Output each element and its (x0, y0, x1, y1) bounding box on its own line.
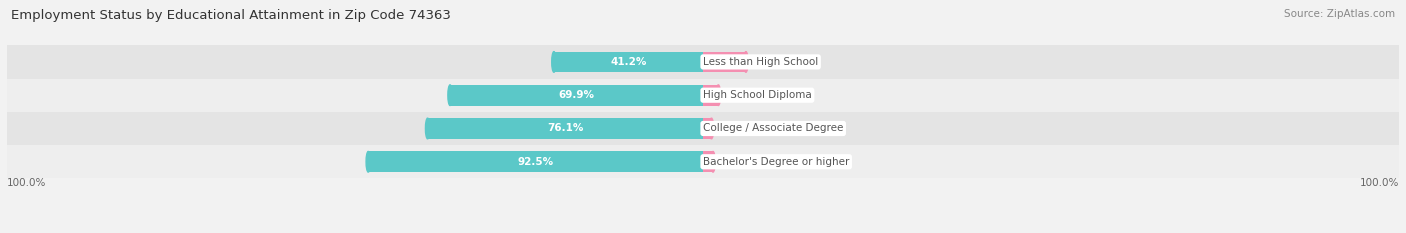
Text: 76.1%: 76.1% (547, 123, 583, 134)
Bar (703, 85, 718, 106)
Circle shape (426, 118, 430, 139)
Text: College / Associate Degree: College / Associate Degree (703, 123, 844, 134)
Circle shape (449, 85, 453, 106)
Bar (554, 51, 703, 72)
Bar (368, 151, 703, 172)
Text: Source: ZipAtlas.com: Source: ZipAtlas.com (1284, 9, 1395, 19)
Text: 13.7%: 13.7% (759, 57, 796, 67)
Text: 69.9%: 69.9% (558, 90, 595, 100)
Text: Less than High School: Less than High School (703, 57, 818, 67)
Circle shape (711, 151, 716, 172)
Circle shape (744, 51, 748, 72)
Text: 4.9%: 4.9% (733, 90, 761, 100)
Bar (427, 118, 703, 139)
Bar (450, 85, 703, 106)
Bar (703, 118, 711, 139)
Text: 100.0%: 100.0% (7, 178, 46, 188)
Bar (703, 51, 747, 72)
Text: 3.2%: 3.2% (727, 157, 756, 167)
Text: 41.2%: 41.2% (610, 57, 647, 67)
Text: 2.7%: 2.7% (725, 123, 755, 134)
Circle shape (366, 151, 370, 172)
Text: 100.0%: 100.0% (1360, 178, 1399, 188)
FancyBboxPatch shape (7, 45, 1399, 79)
FancyBboxPatch shape (7, 112, 1399, 145)
Circle shape (551, 51, 555, 72)
Bar (703, 151, 713, 172)
Text: 92.5%: 92.5% (517, 157, 554, 167)
Circle shape (709, 118, 714, 139)
Text: Bachelor's Degree or higher: Bachelor's Degree or higher (703, 157, 849, 167)
Text: Employment Status by Educational Attainment in Zip Code 74363: Employment Status by Educational Attainm… (11, 9, 451, 22)
FancyBboxPatch shape (7, 145, 1399, 178)
Circle shape (716, 85, 720, 106)
Text: High School Diploma: High School Diploma (703, 90, 811, 100)
FancyBboxPatch shape (7, 79, 1399, 112)
